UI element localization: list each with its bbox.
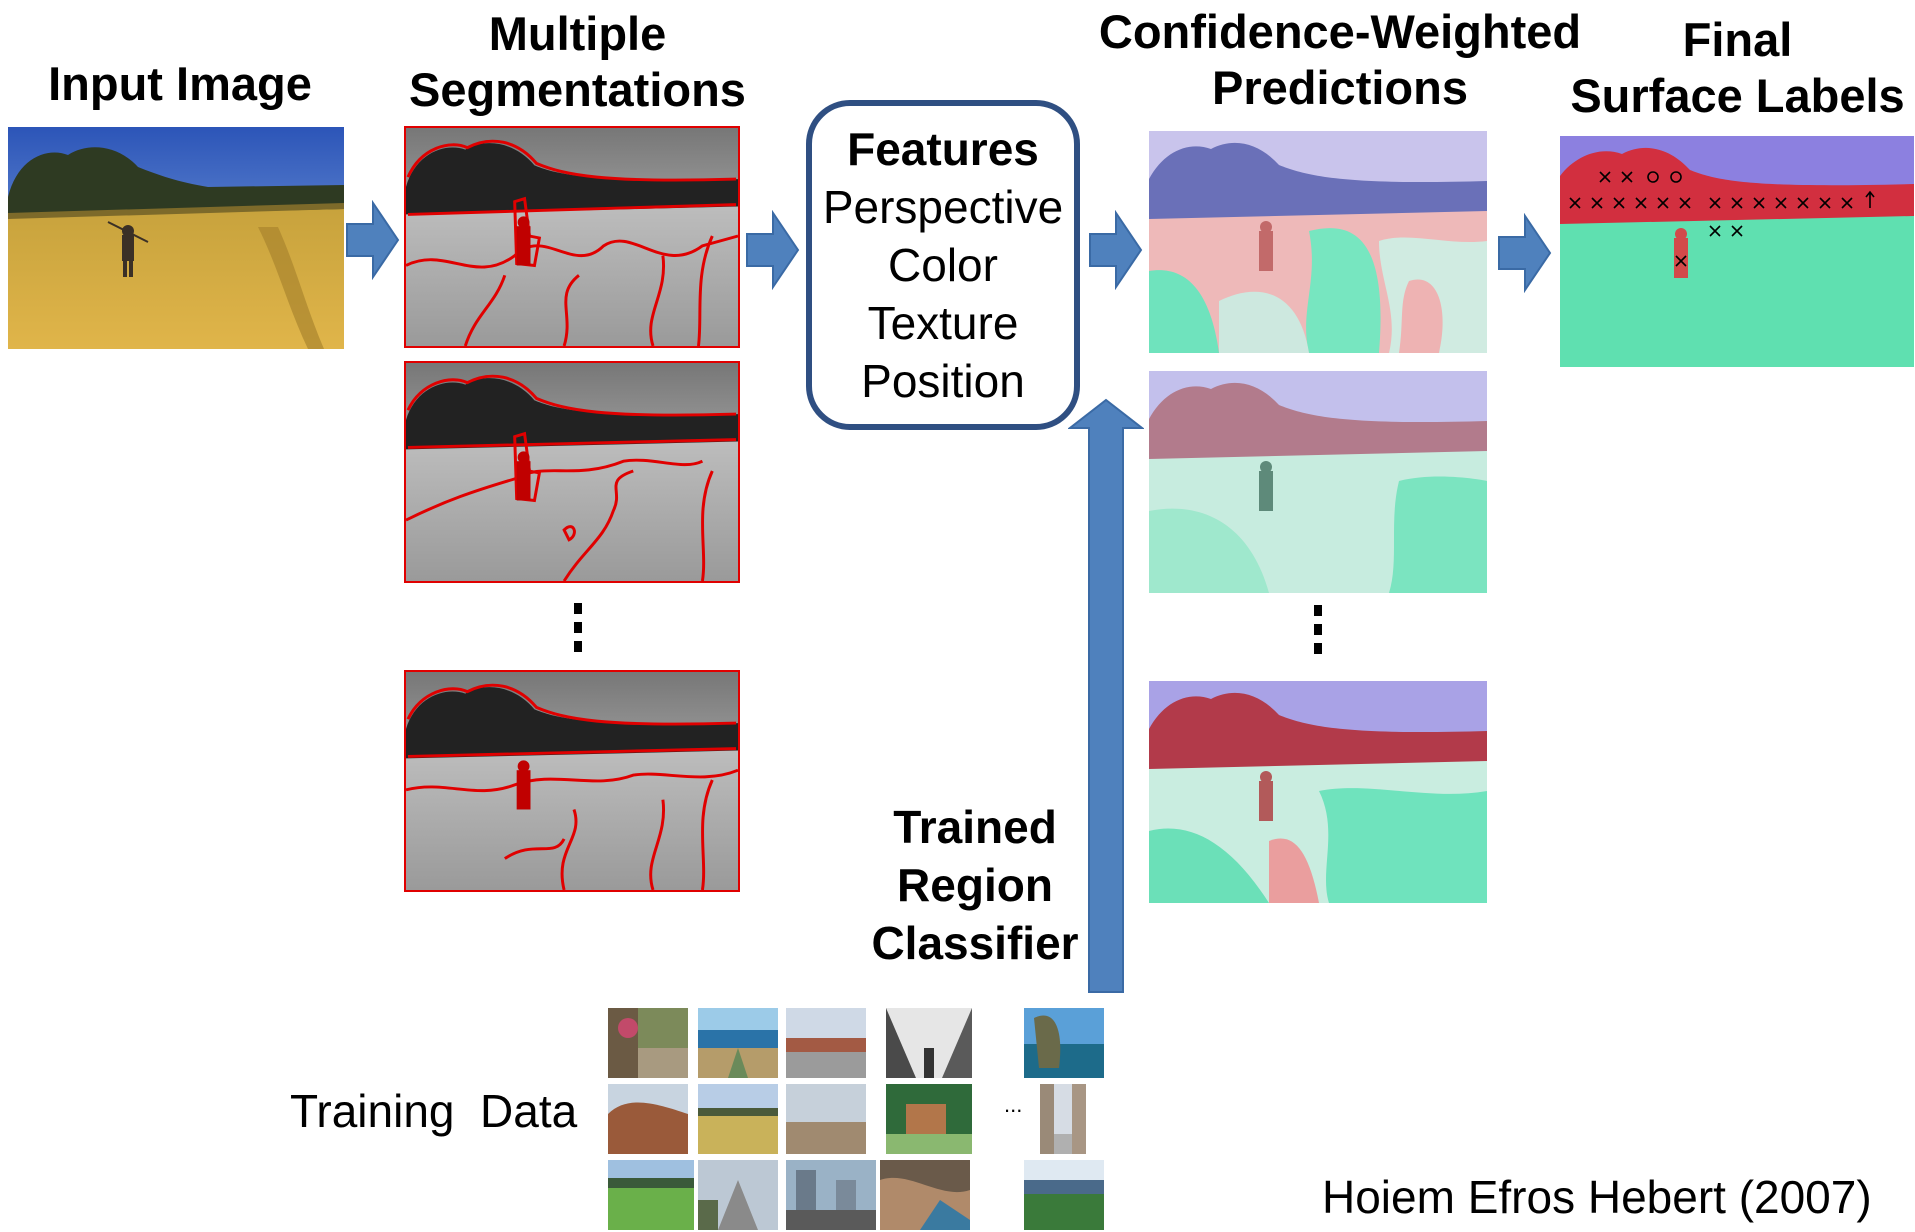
- training-thumbnail: [608, 1008, 688, 1078]
- heading-line-1: Multiple: [488, 7, 667, 60]
- classifier-label: Trained Region Classifier: [860, 798, 1090, 972]
- final-labels-heading: Final Surface Labels: [1565, 12, 1910, 124]
- classifier-line-1: Trained: [893, 801, 1057, 853]
- training-thumbnail: [786, 1160, 876, 1230]
- prediction-panel-3: [1149, 681, 1487, 903]
- training-thumbnail: [698, 1008, 778, 1078]
- up-arrow-icon: [1068, 398, 1144, 994]
- heading-line-2: Segmentations: [409, 63, 746, 116]
- input-image-heading: Input Image: [48, 57, 312, 110]
- heading-line-2: Predictions: [1212, 61, 1468, 114]
- training-thumbnail: [786, 1084, 866, 1154]
- training-thumbnail: [786, 1008, 866, 1078]
- vertical-ellipsis-icon: [568, 603, 588, 660]
- confidence-weighted-heading: Confidence-Weighted Predictions: [1090, 4, 1590, 116]
- feature-item-position: Position: [861, 355, 1025, 407]
- feature-item-color: Color: [888, 239, 998, 291]
- right-arrow-icon: [1088, 210, 1143, 290]
- training-thumbnail: [608, 1084, 688, 1154]
- training-data-label: Training Data: [290, 1085, 578, 1137]
- training-thumbnail: [608, 1160, 694, 1230]
- classifier-line-3: Classifier: [871, 917, 1079, 969]
- training-thumbnail: [880, 1160, 970, 1230]
- features-box: Features Perspective Color Texture Posit…: [806, 100, 1080, 430]
- citation: Hoiem Efros Hebert (2007): [1322, 1171, 1872, 1223]
- training-thumbnail: [1024, 1160, 1104, 1230]
- training-thumbnail: [698, 1160, 778, 1230]
- training-thumbnail: [1040, 1084, 1086, 1154]
- features-title: Features: [847, 123, 1039, 175]
- right-arrow-icon: [1497, 213, 1552, 293]
- training-ellipsis: ...: [1004, 1092, 1023, 1117]
- training-thumbnail: [886, 1084, 972, 1154]
- feature-item-perspective: Perspective: [822, 181, 1064, 233]
- final-labels-panel: [1560, 136, 1914, 367]
- feature-item-texture: Texture: [867, 297, 1019, 349]
- training-thumbnail: [1024, 1008, 1104, 1078]
- input-image: [8, 127, 344, 349]
- heading-line-1: Final: [1682, 13, 1793, 66]
- classifier-line-2: Region: [897, 859, 1053, 911]
- training-thumbnail: [886, 1008, 972, 1078]
- segmentation-panel-3: [404, 670, 740, 892]
- segmentation-panel-1: [404, 126, 740, 348]
- right-arrow-icon: [745, 210, 800, 290]
- multiple-segmentations-heading: Multiple Segmentations: [405, 6, 750, 118]
- prediction-panel-2: [1149, 371, 1487, 593]
- segmentation-panel-2: [404, 361, 740, 583]
- heading-line-1: Confidence-Weighted: [1098, 5, 1582, 58]
- heading-line-2: Surface Labels: [1570, 69, 1905, 122]
- vertical-ellipsis-icon: [1308, 605, 1328, 662]
- training-thumbnail: [698, 1084, 778, 1154]
- right-arrow-icon: [345, 200, 400, 280]
- prediction-panel-1: [1149, 131, 1487, 353]
